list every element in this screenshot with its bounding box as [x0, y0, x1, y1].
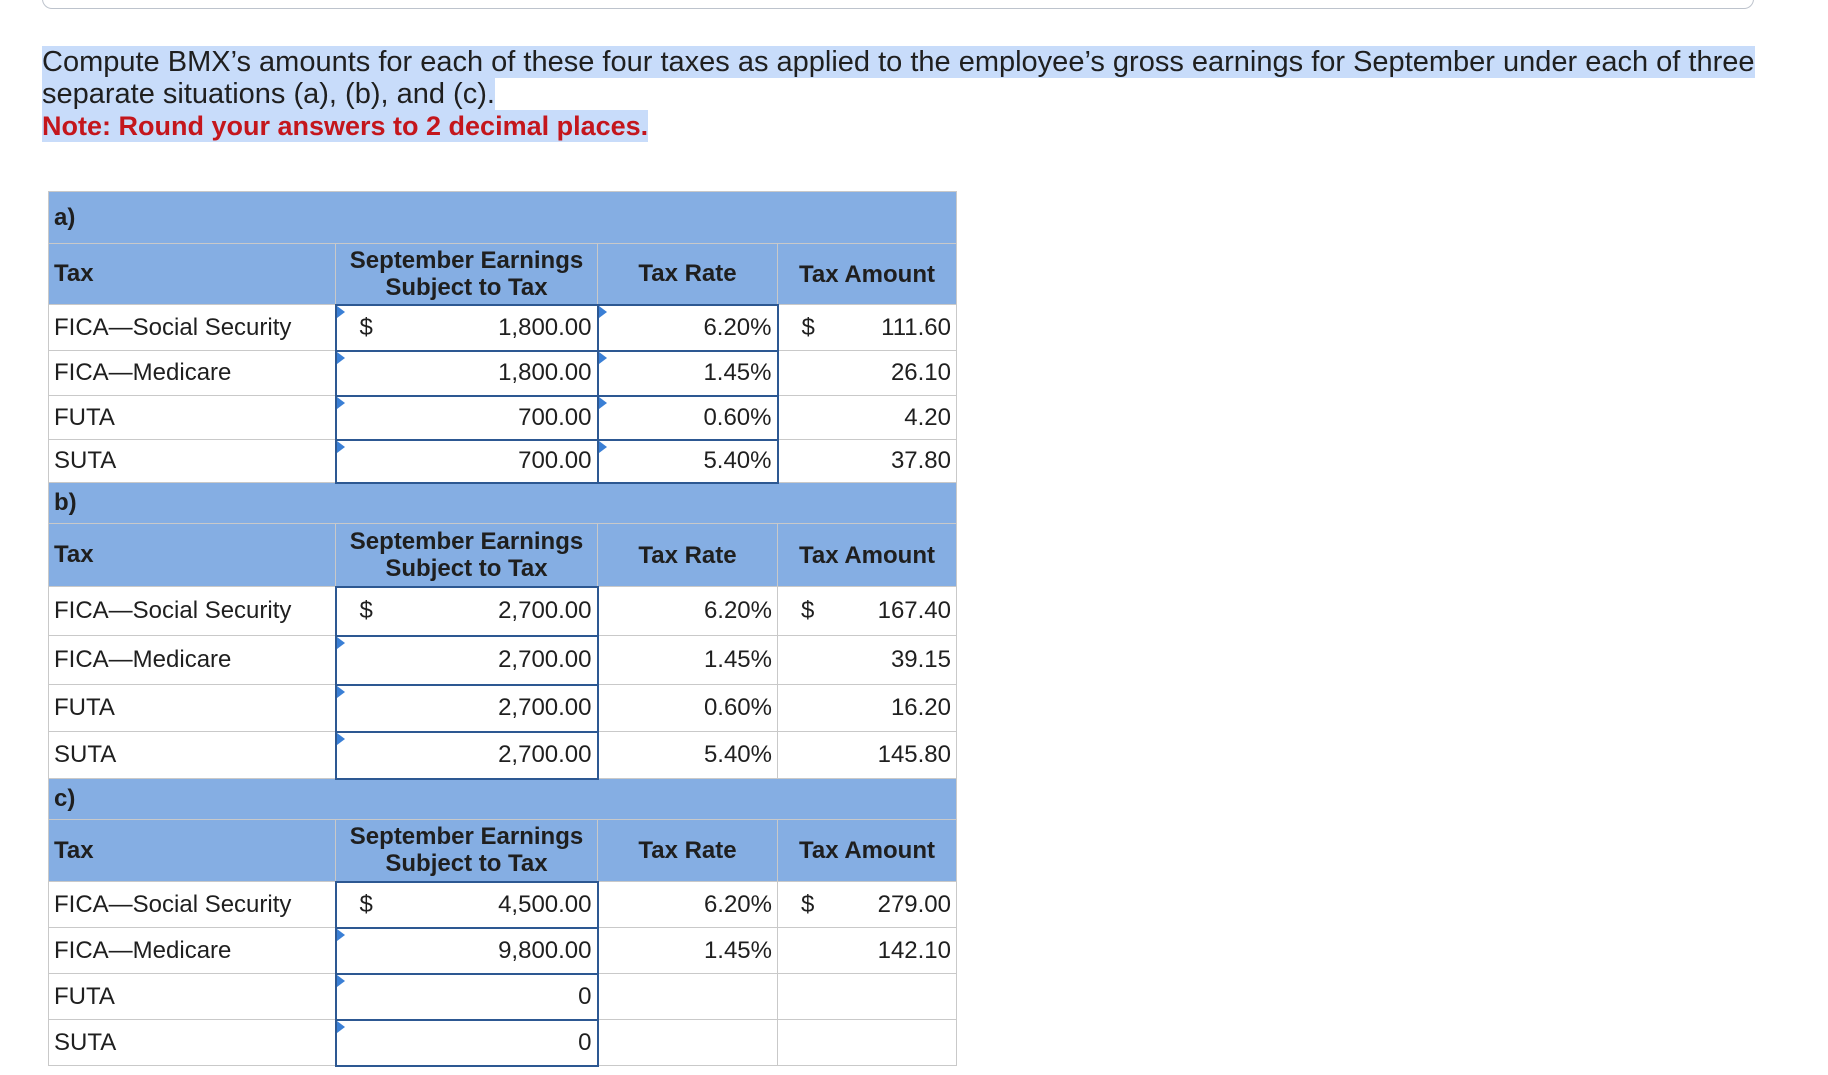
col-tax: Tax — [48, 523, 336, 587]
tax-rate — [597, 973, 778, 1020]
col-rate: Tax Rate — [597, 523, 778, 587]
tax-name: FUTA — [48, 395, 336, 440]
section-b-header: b) — [48, 482, 957, 524]
earnings-input[interactable]: 700.00 — [334, 438, 599, 484]
section-c-header: c) — [48, 778, 957, 820]
question-instructions: Compute BMX’s amounts for each of these … — [42, 46, 1762, 142]
earnings-input[interactable]: $1,800.00 — [334, 303, 599, 352]
col-amount: Tax Amount — [777, 243, 957, 305]
tax-rate: 5.40% — [597, 731, 778, 779]
column-header-row: Tax September Earnings Subject to Tax Tax… — [48, 243, 957, 305]
table-row: FICA—Social Security $1,800.00 6.20% $11… — [48, 303, 957, 352]
earnings-input[interactable]: $2,700.00 — [334, 585, 599, 637]
rate-input[interactable]: 6.20% — [596, 303, 779, 352]
tax-amount: 26.10 — [777, 350, 957, 396]
table-row: FICA—Medicare 1,800.00 1.45% 26.10 — [48, 349, 957, 397]
table-row: FUTA 0 — [48, 972, 957, 1021]
tax-amount: $111.60 — [777, 304, 957, 351]
table-row: FICA—Medicare 2,700.00 1.45% 39.15 — [48, 634, 957, 686]
col-earnings: September Earnings Subject to Tax — [335, 243, 598, 305]
earnings-input[interactable]: 2,700.00 — [334, 730, 599, 780]
question-text-line-2: separate situations (a), (b), and (c). — [42, 78, 495, 110]
earnings-input[interactable]: $4,500.00 — [334, 880, 599, 929]
tax-amount: 142.10 — [777, 927, 957, 974]
tax-name: SUTA — [48, 1019, 336, 1066]
tax-name: FICA—Social Security — [48, 881, 336, 928]
table-row: FICA—Medicare 9,800.00 1.45% 142.10 — [48, 926, 957, 975]
earnings-input[interactable]: 2,700.00 — [334, 634, 599, 686]
col-rate: Tax Rate — [597, 819, 778, 882]
earnings-input[interactable]: 0 — [334, 972, 599, 1021]
table-row: FICA—Social Security $2,700.00 6.20% $16… — [48, 585, 957, 637]
table-row: FUTA 2,700.00 0.60% 16.20 — [48, 683, 957, 733]
rounding-note: Note: Round your answers to 2 decimal pl… — [42, 110, 649, 142]
tax-amount — [777, 973, 957, 1020]
tax-rate: 1.45% — [597, 927, 778, 974]
tax-rate: 6.20% — [597, 881, 778, 928]
tax-name: FICA—Social Security — [48, 586, 336, 636]
col-amount: Tax Amount — [777, 819, 957, 882]
tax-rate: 0.60% — [597, 684, 778, 732]
rate-input[interactable]: 1.45% — [596, 349, 779, 397]
col-tax: Tax — [48, 819, 336, 882]
tax-amount: 4.20 — [777, 395, 957, 440]
rate-input[interactable]: 5.40% — [596, 438, 779, 484]
tax-name: FICA—Medicare — [48, 927, 336, 974]
tax-amount — [777, 1019, 957, 1066]
tax-amount: 39.15 — [777, 635, 957, 685]
tax-amount: $167.40 — [777, 586, 957, 636]
tax-name: FICA—Social Security — [48, 304, 336, 351]
tax-name: FUTA — [48, 684, 336, 732]
tax-rate: 1.45% — [597, 635, 778, 685]
rate-input[interactable]: 0.60% — [596, 394, 779, 441]
tax-amount: 37.80 — [777, 439, 957, 483]
tax-amount: 16.20 — [777, 684, 957, 732]
tax-name: SUTA — [48, 731, 336, 779]
col-tax: Tax — [48, 243, 336, 305]
table-row: SUTA 2,700.00 5.40% 145.80 — [48, 730, 957, 780]
tax-rate — [597, 1019, 778, 1066]
previous-panel-frame — [42, 0, 1754, 9]
tax-name: FICA—Medicare — [48, 635, 336, 685]
earnings-input[interactable]: 9,800.00 — [334, 926, 599, 975]
earnings-input[interactable]: 2,700.00 — [334, 683, 599, 733]
earnings-input[interactable]: 0 — [334, 1018, 599, 1067]
table-row: FUTA 700.00 0.60% 4.20 — [48, 394, 957, 441]
column-header-row: Tax September Earnings Subject to Tax Tax… — [48, 523, 957, 587]
tax-name: FUTA — [48, 973, 336, 1020]
earnings-input[interactable]: 1,800.00 — [334, 349, 599, 397]
tax-name: FICA—Medicare — [48, 350, 336, 396]
col-earnings: September Earnings Subject to Tax — [335, 819, 598, 882]
tax-amount: $279.00 — [777, 881, 957, 928]
earnings-input[interactable]: 700.00 — [334, 394, 599, 441]
question-text-line-1: Compute BMX’s amounts for each of these … — [42, 46, 1755, 78]
col-rate: Tax Rate — [597, 243, 778, 305]
payroll-tax-table: a) Tax September Earnings Subject to Tax … — [48, 191, 957, 1067]
column-header-row: Tax September Earnings Subject to Tax Tax… — [48, 819, 957, 882]
section-label: a) — [48, 191, 957, 244]
tax-amount: 145.80 — [777, 731, 957, 779]
table-row: FICA—Social Security $4,500.00 6.20% $27… — [48, 880, 957, 929]
tax-name: SUTA — [48, 439, 336, 483]
tax-rate: 6.20% — [597, 586, 778, 636]
col-amount: Tax Amount — [777, 523, 957, 587]
section-a-header: a) — [48, 191, 957, 244]
table-row: SUTA 0 — [48, 1018, 957, 1067]
section-label: c) — [48, 778, 957, 820]
table-row: SUTA 700.00 5.40% 37.80 — [48, 438, 957, 484]
section-label: b) — [48, 482, 957, 524]
col-earnings: September Earnings Subject to Tax — [335, 523, 598, 587]
